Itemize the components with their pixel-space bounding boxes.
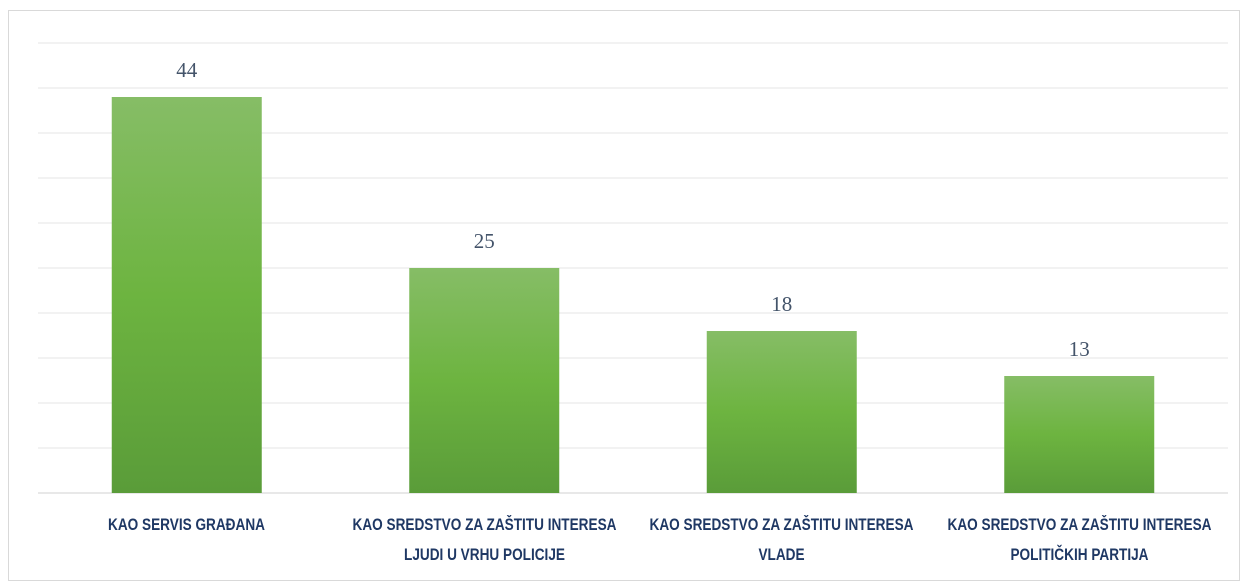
value-label: 44 [176,58,198,82]
value-label: 25 [474,229,495,253]
bar [111,97,262,493]
x-tick-label: KAO SREDSTVO ZA ZAŠTITU INTERESA VLADE [649,515,914,564]
bar [409,268,560,493]
x-tick-label: KAO SREDSTVO ZA ZAŠTITU INTERESA LJUDI U… [352,515,617,564]
bar [706,331,857,493]
chart-border [8,10,1240,581]
x-tick-label: KAO SERVIS GRAĐANA [108,515,266,534]
bar [1004,376,1155,493]
value-label: 13 [1069,337,1090,361]
x-tick-label: KAO SREDSTVO ZA ZAŠTITU INTERESA POLITIČ… [947,515,1212,564]
value-label: 18 [771,292,792,316]
